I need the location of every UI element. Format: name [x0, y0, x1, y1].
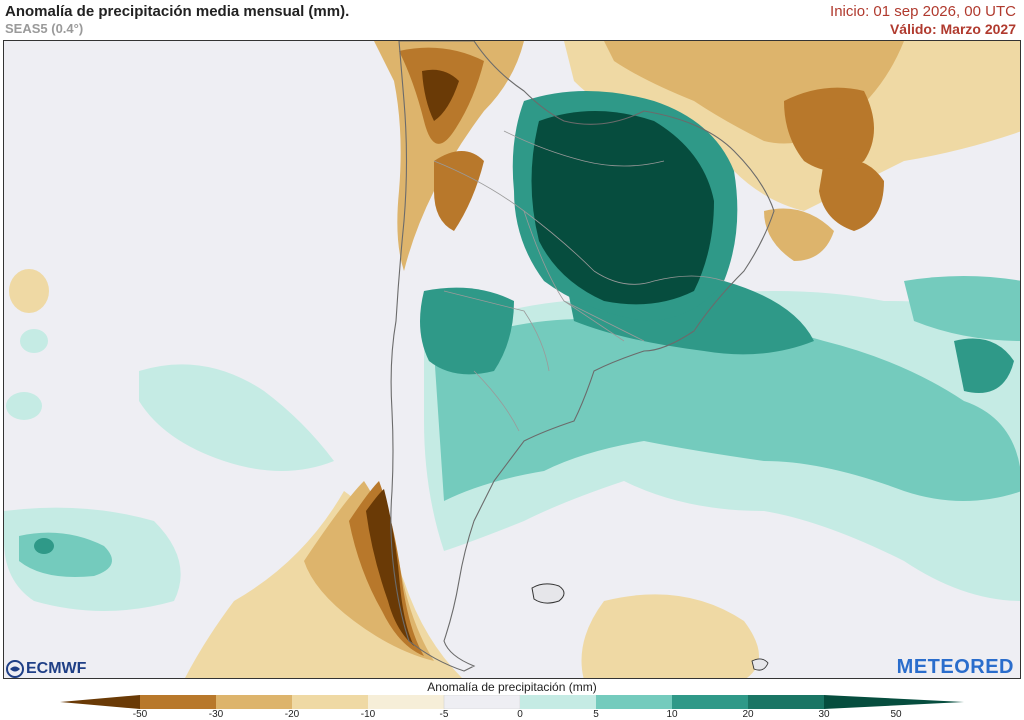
legend-title: Anomalía de precipitación (mm) — [427, 680, 597, 694]
precipitation-anomaly-map — [3, 40, 1021, 679]
meteored-logo: METEORED — [896, 656, 1014, 678]
valid-period: Válido: Marzo 2027 — [889, 21, 1016, 37]
northern-dry-anomalies — [374, 41, 1020, 271]
ecmwf-swirl-icon — [6, 660, 24, 678]
legend-tick-label: 20 — [742, 709, 754, 720]
legend-tick-label: -5 — [439, 709, 449, 720]
country-borders — [433, 130, 725, 432]
south-america-landmass — [390, 41, 775, 672]
pacific-positive-anomalies — [4, 269, 334, 611]
legend-tick-label: 5 — [593, 709, 599, 720]
legend-tick-label: -30 — [208, 709, 224, 720]
legend-tick-label: 10 — [666, 709, 678, 720]
falkland-islands — [531, 583, 565, 604]
legend-tick-label: -10 — [360, 709, 376, 720]
legend-tick-label: 50 — [890, 709, 902, 720]
ecmwf-logo: ECMWF — [6, 660, 86, 678]
model-label: SEAS5 (0.4°) — [5, 21, 84, 36]
init-time: Inicio: 01 sep 2026, 00 UTC — [830, 3, 1016, 20]
map-title: Anomalía de precipitación media mensual … — [5, 3, 350, 20]
ecmwf-logo-text: ECMWF — [26, 660, 87, 677]
color-legend: Anomalía de precipitación (mm) -50 -30 -20… — [0, 680, 1024, 720]
legend-tick-label: 30 — [818, 709, 830, 720]
map-header: Anomalía de precipitación media mensual … — [0, 0, 1024, 40]
legend-tick-label: -20 — [284, 709, 300, 720]
legend-colorbar — [60, 695, 964, 709]
map-canvas — [4, 41, 1020, 678]
south-islands — [751, 658, 769, 671]
legend-tick-label: 0 — [517, 709, 523, 720]
legend-tick-label: -50 — [132, 709, 148, 720]
